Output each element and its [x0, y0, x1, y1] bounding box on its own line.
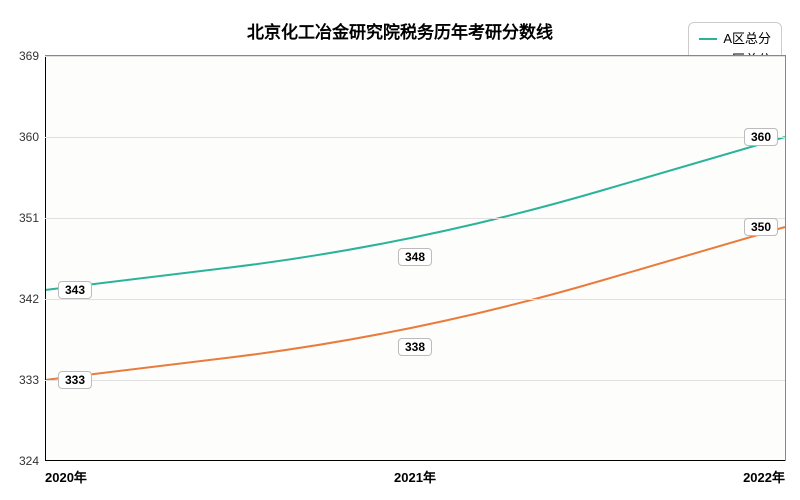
data-label: 350 [744, 218, 778, 236]
y-tick-label: 351 [19, 211, 45, 225]
chart-container: 北京化工冶金研究院税务历年考研分数线 A区总分 B区总分 32433334235… [0, 0, 800, 500]
gridline [45, 380, 785, 381]
series-line [45, 137, 785, 290]
y-tick-label: 369 [19, 49, 45, 63]
gridline [45, 218, 785, 219]
data-label: 348 [398, 248, 432, 266]
data-label: 360 [744, 128, 778, 146]
plot-area: 3243333423513603692020年2021年2022年3433483… [45, 55, 786, 461]
data-label: 333 [58, 371, 92, 389]
chart-title: 北京化工冶金研究院税务历年考研分数线 [247, 18, 553, 43]
y-tick-label: 333 [19, 373, 45, 387]
y-axis [45, 56, 46, 461]
gridline [45, 299, 785, 300]
x-tick-label: 2020年 [45, 461, 87, 486]
x-tick-label: 2021年 [394, 461, 436, 486]
legend-swatch-a [699, 38, 717, 40]
y-tick-label: 342 [19, 292, 45, 306]
legend-label-a: A区总分 [723, 29, 771, 50]
data-label: 343 [58, 281, 92, 299]
x-tick-label: 2022年 [743, 461, 785, 486]
gridline [45, 137, 785, 138]
y-tick-label: 360 [19, 130, 45, 144]
data-label: 338 [398, 338, 432, 356]
gridline [45, 56, 785, 57]
legend-item-a: A区总分 [699, 29, 771, 50]
y-tick-label: 324 [19, 454, 45, 468]
